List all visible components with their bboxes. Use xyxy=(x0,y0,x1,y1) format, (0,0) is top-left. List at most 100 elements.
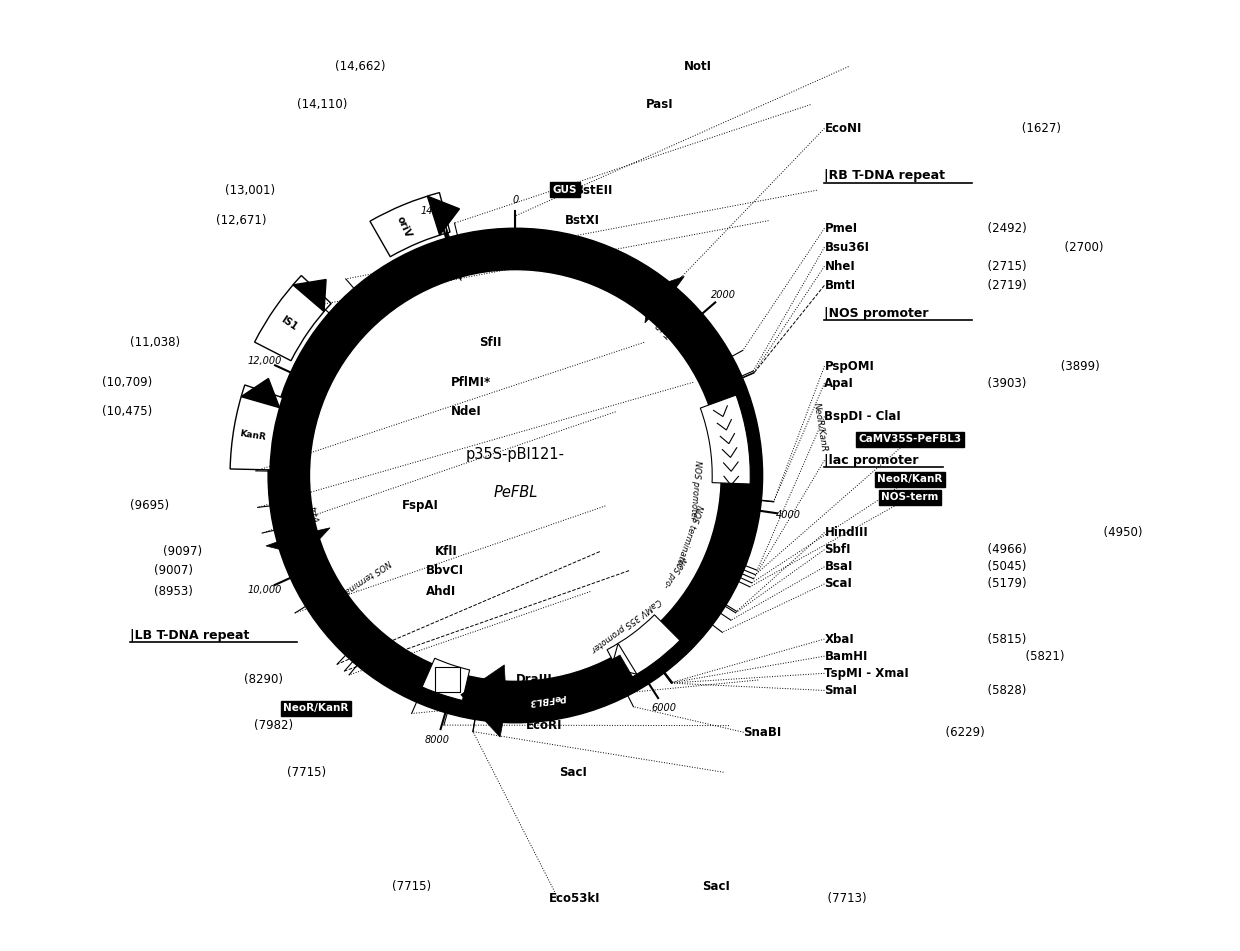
Polygon shape xyxy=(645,277,717,353)
Text: ApaI: ApaI xyxy=(825,377,854,390)
Text: FspAI: FspAI xyxy=(402,499,439,513)
Text: 6000: 6000 xyxy=(652,703,677,712)
Text: TspMI - XmaI: TspMI - XmaI xyxy=(825,667,909,680)
Bar xyxy=(435,667,460,691)
Text: PasI: PasI xyxy=(646,98,673,111)
Text: EcoNI: EcoNI xyxy=(825,122,862,135)
Text: NeoR/KanR: NeoR/KanR xyxy=(283,704,348,713)
Text: (7715): (7715) xyxy=(392,880,439,893)
Text: SbfI: SbfI xyxy=(825,543,851,556)
Text: p35S-pBI121-: p35S-pBI121- xyxy=(466,447,565,462)
Text: (3899): (3899) xyxy=(1058,359,1100,373)
Text: SfII: SfII xyxy=(480,336,502,349)
Wedge shape xyxy=(370,193,450,257)
Text: (9695): (9695) xyxy=(130,499,174,513)
Text: BamHI: BamHI xyxy=(825,650,868,663)
Text: CaMV 35S promoter: CaMV 35S promoter xyxy=(589,596,662,653)
Text: NdeI: NdeI xyxy=(451,405,481,418)
Text: BspDI - ClaI: BspDI - ClaI xyxy=(825,410,901,423)
Text: (5179): (5179) xyxy=(980,577,1027,591)
Polygon shape xyxy=(446,225,480,281)
Text: traJ: traJ xyxy=(456,263,474,276)
Text: 14,000: 14,000 xyxy=(420,205,455,216)
Text: (4950): (4950) xyxy=(1096,526,1142,539)
Text: Eco53kI: Eco53kI xyxy=(548,892,600,905)
Text: 4000: 4000 xyxy=(776,510,801,520)
Text: GUS: GUS xyxy=(553,184,577,195)
Text: 10,000: 10,000 xyxy=(247,585,281,594)
Text: (14,110): (14,110) xyxy=(296,98,351,111)
Text: PflMI*: PflMI* xyxy=(451,376,491,389)
Text: Bsu36I: Bsu36I xyxy=(825,241,869,254)
Text: (7982): (7982) xyxy=(254,719,296,732)
Text: (5828): (5828) xyxy=(980,684,1025,697)
Wedge shape xyxy=(254,276,331,360)
Text: (10,475): (10,475) xyxy=(102,405,156,418)
Text: HindIII: HindIII xyxy=(825,526,868,539)
Text: (4966): (4966) xyxy=(980,543,1027,556)
Text: (11,038): (11,038) xyxy=(130,336,184,349)
Text: (6229): (6229) xyxy=(937,726,985,739)
Text: (3903): (3903) xyxy=(980,377,1025,390)
Text: NeoR/KanR: NeoR/KanR xyxy=(812,402,830,453)
Polygon shape xyxy=(461,655,639,737)
Text: (13,001): (13,001) xyxy=(226,184,279,197)
Text: trtA: trtA xyxy=(306,506,319,524)
Text: (7713): (7713) xyxy=(820,892,867,905)
Text: AhdI: AhdI xyxy=(425,585,456,598)
Text: XbaI: XbaI xyxy=(825,632,854,646)
Wedge shape xyxy=(422,658,470,701)
Polygon shape xyxy=(611,644,637,674)
Text: (5045): (5045) xyxy=(980,560,1025,573)
Text: NOS terminator: NOS terminator xyxy=(332,558,392,602)
Text: BstXI: BstXI xyxy=(565,214,600,227)
Text: (12,671): (12,671) xyxy=(216,214,270,227)
Text: |NOS promoter: |NOS promoter xyxy=(825,307,929,320)
Text: 12,000: 12,000 xyxy=(248,356,281,365)
Text: BstEII: BstEII xyxy=(574,184,613,197)
Text: 8000: 8000 xyxy=(425,735,450,745)
Text: ScaI: ScaI xyxy=(825,577,852,591)
Text: (8290): (8290) xyxy=(244,673,288,687)
Text: NeoR/KanR: NeoR/KanR xyxy=(878,475,942,484)
Text: CaMV35S-PeFBL3: CaMV35S-PeFBL3 xyxy=(858,435,961,444)
Text: BmtI: BmtI xyxy=(825,279,856,292)
Text: |LB T-DNA repeat: |LB T-DNA repeat xyxy=(130,629,249,642)
Wedge shape xyxy=(608,614,680,682)
Text: SacI: SacI xyxy=(559,766,587,779)
Text: (10,709): (10,709) xyxy=(102,376,156,389)
Text: IS1: IS1 xyxy=(279,314,299,332)
Text: PmeI: PmeI xyxy=(825,222,858,235)
Polygon shape xyxy=(241,378,279,408)
Text: SmaI: SmaI xyxy=(825,684,857,697)
Text: (14,662): (14,662) xyxy=(335,60,389,73)
Text: oriV: oriV xyxy=(394,215,413,239)
Text: BbvCI: BbvCI xyxy=(425,564,464,577)
Wedge shape xyxy=(701,395,750,484)
Polygon shape xyxy=(293,280,326,312)
Text: NOS-term: NOS-term xyxy=(882,493,939,502)
Wedge shape xyxy=(231,385,283,470)
Text: TetR: TetR xyxy=(653,319,675,340)
Text: 2000: 2000 xyxy=(712,290,737,300)
Text: PspOMI: PspOMI xyxy=(825,359,874,373)
Text: EcoRI: EcoRI xyxy=(526,719,562,732)
Text: PeFBL3: PeFBL3 xyxy=(528,692,567,707)
Text: NOS pro-: NOS pro- xyxy=(661,555,686,590)
Text: (8953): (8953) xyxy=(154,585,197,598)
Text: (2719): (2719) xyxy=(980,279,1027,292)
Text: SacI: SacI xyxy=(702,880,730,893)
Text: |lac promoter: |lac promoter xyxy=(825,454,919,467)
Text: (2700): (2700) xyxy=(1058,241,1104,254)
Text: (2492): (2492) xyxy=(980,222,1027,235)
Text: (9007): (9007) xyxy=(154,564,197,577)
Text: |RB T-DNA repeat: |RB T-DNA repeat xyxy=(825,169,945,183)
Text: DraIII: DraIII xyxy=(516,673,553,687)
Text: PeFBL: PeFBL xyxy=(494,485,537,500)
Polygon shape xyxy=(428,196,460,235)
Text: NOS terminator: NOS terminator xyxy=(673,504,703,569)
Text: NheI: NheI xyxy=(825,260,856,273)
Text: (2715): (2715) xyxy=(980,260,1027,273)
Text: NOS promoter: NOS promoter xyxy=(688,459,702,520)
Text: BsaI: BsaI xyxy=(825,560,853,573)
